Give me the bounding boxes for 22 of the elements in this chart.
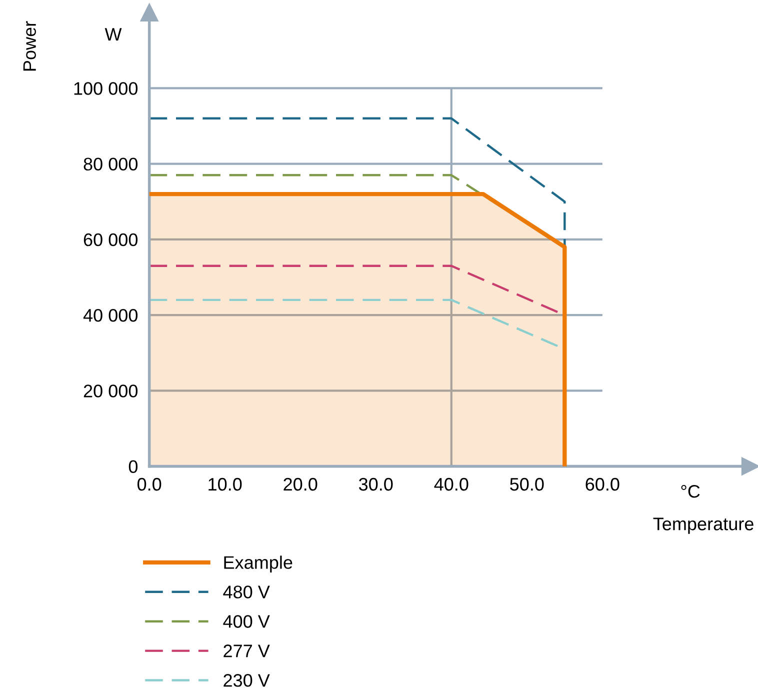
y-tick-label: 80 000 (84, 158, 138, 171)
x-tick-label: 40.0 (434, 478, 468, 491)
y-axis-title: Power (23, 21, 36, 71)
x-axis-title: Temperature (653, 518, 754, 534)
legend-label: 480 V (223, 586, 270, 598)
y-tick-label: 100 000 (74, 82, 138, 95)
legend-label: 277 V (224, 644, 270, 658)
text: W (104, 28, 122, 41)
x-tick-label: 30.0 (358, 478, 393, 491)
x-tick-label: 0.0 (137, 478, 162, 491)
y-tick-label: 40 000 (83, 308, 138, 322)
y-tick-label: 20 000 (84, 384, 138, 398)
x-tick-label: 10.0 (208, 478, 242, 491)
legend-label: 400 V (223, 615, 270, 628)
text: °C (681, 484, 700, 498)
x-tick-label: 20.0 (284, 478, 318, 491)
legend-label: Example (224, 556, 292, 572)
x-tick-label: 50.0 (510, 478, 544, 491)
y-tick-label: 60 000 (84, 233, 138, 246)
legend-label: 230 V (224, 674, 270, 687)
y-tick-label: 0 (128, 460, 138, 474)
x-tick-label: 60.0 (586, 478, 620, 491)
